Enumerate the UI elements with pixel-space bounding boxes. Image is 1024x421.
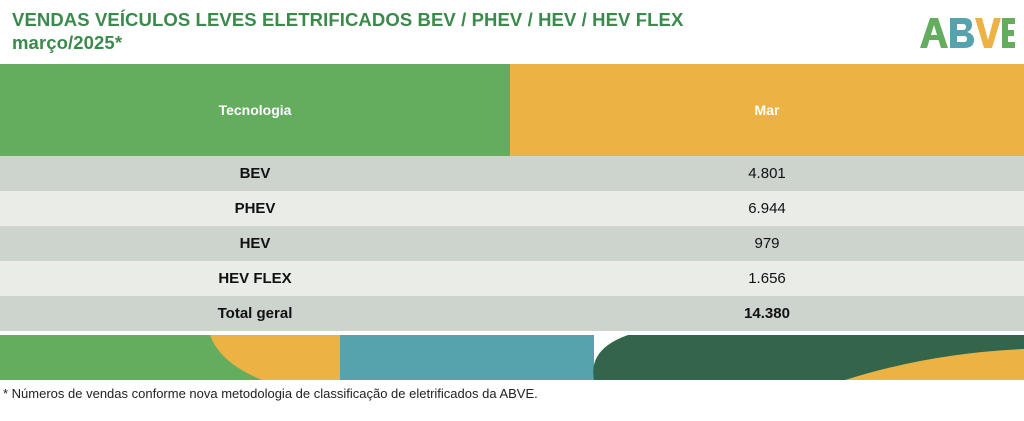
- report-title: VENDAS VEÍCULOS LEVES ELETRIFICADOS BEV …: [12, 8, 683, 54]
- abve-logo-graphic: [920, 18, 1015, 48]
- table-row: HEV 979: [0, 226, 1024, 261]
- cell-value: 979: [754, 235, 780, 252]
- cell-technology: HEV: [239, 235, 271, 252]
- header-technology: Tecnologia: [0, 64, 510, 156]
- cell-technology: PHEV: [234, 200, 276, 217]
- title-line-2: março/2025*: [12, 32, 123, 53]
- cell-value: 4.801: [748, 165, 786, 182]
- cell-technology: BEV: [239, 165, 271, 182]
- header-month: Mar: [510, 64, 1024, 156]
- total-value: 14.380: [744, 305, 790, 322]
- decorative-band: [0, 335, 1024, 380]
- total-label: Total geral: [217, 305, 293, 322]
- sales-table: Tecnologia Mar BEV 4.801 PHEV 6.944 HEV …: [0, 64, 1024, 331]
- title-line-1: VENDAS VEÍCULOS LEVES ELETRIFICADOS BEV …: [12, 9, 684, 30]
- table-total-row: Total geral 14.380: [0, 296, 1024, 331]
- decorative-shapes: [0, 335, 1024, 380]
- table-header: Tecnologia Mar: [0, 64, 1024, 156]
- table-row: HEV FLEX 1.656: [0, 261, 1024, 296]
- cell-value: 6.944: [748, 200, 786, 217]
- cell-value: 1.656: [748, 270, 786, 287]
- abve-logo: [918, 12, 1016, 52]
- table-row: PHEV 6.944: [0, 191, 1024, 226]
- footnote: * Números de vendas conforme nova metodo…: [3, 386, 538, 401]
- table-row: BEV 4.801: [0, 156, 1024, 191]
- cell-technology: HEV FLEX: [218, 270, 292, 287]
